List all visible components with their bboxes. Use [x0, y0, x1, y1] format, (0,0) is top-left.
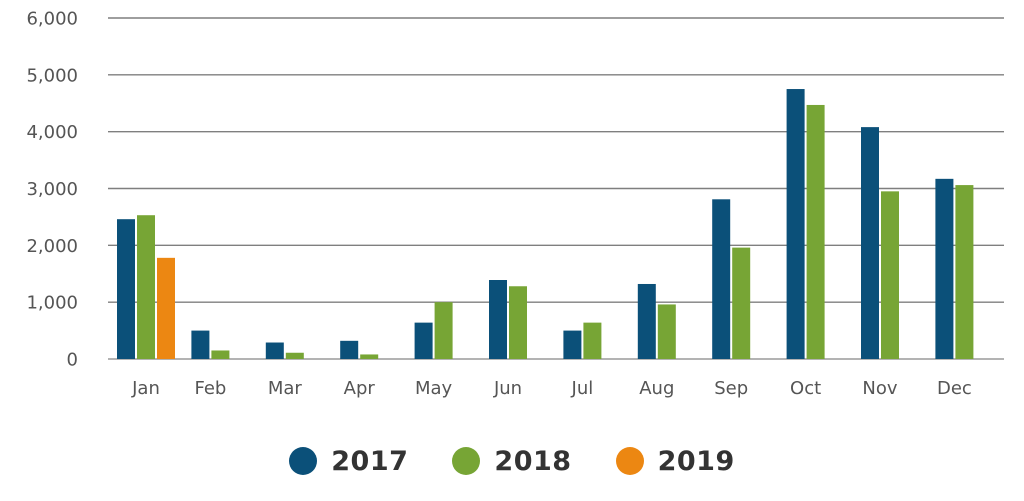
bar-2018-dec[interactable] [955, 185, 974, 359]
x-tick-label: Jun [493, 378, 522, 399]
legend: 2017 2018 2019 [0, 438, 1024, 484]
bar-2018-oct[interactable] [806, 104, 825, 359]
x-tick-label: Dec [937, 378, 972, 399]
legend-label-2017: 2017 [331, 445, 409, 477]
y-tick-label: 1,000 [26, 293, 78, 314]
x-tick-label: May [415, 378, 453, 399]
bar-2017-mar[interactable] [265, 342, 284, 359]
bar-2018-sep[interactable] [732, 247, 751, 359]
y-tick-label: 4,000 [26, 122, 78, 143]
y-tick-label: 0 [67, 350, 78, 371]
bar-2017-oct[interactable] [786, 89, 805, 360]
bar-2017-aug[interactable] [637, 283, 656, 359]
y-tick-label: 6,000 [26, 9, 78, 30]
bar-2018-jun[interactable] [509, 286, 527, 359]
legend-item-2019[interactable]: 2019 [615, 445, 735, 477]
bar-2017-feb[interactable] [191, 330, 210, 359]
y-axis-ticks: 0 1,000 2,000 3,000 4,000 5,000 6,000 [26, 9, 78, 371]
bar-2018-feb[interactable] [211, 350, 230, 359]
bar-2017-apr[interactable] [340, 340, 359, 359]
x-tick-label: Mar [268, 378, 303, 399]
x-axis-ticks: Jan Feb Mar Apr May Jun Jul Aug Sep Oct Nov Dec [131, 378, 972, 399]
bar-2018-may[interactable] [434, 302, 453, 359]
bar-2018-apr[interactable] [360, 354, 379, 359]
bar-2018-mar[interactable] [285, 352, 304, 359]
legend-item-2017[interactable]: 2017 [289, 446, 408, 477]
bar-2018-aug[interactable] [657, 304, 676, 359]
bar-2017-jun[interactable] [489, 280, 507, 359]
bar-2019-jan[interactable] [157, 257, 175, 359]
bar-2018-nov[interactable] [881, 191, 899, 359]
bar-2018-jul[interactable] [583, 322, 602, 359]
y-tick-label: 2,000 [26, 236, 78, 257]
gridlines [108, 17, 1004, 360]
bar-2017-dec[interactable] [935, 178, 954, 359]
x-tick-label: Feb [194, 378, 226, 399]
x-tick-label: Aug [639, 378, 674, 399]
bar-2017-jan[interactable] [117, 219, 135, 359]
bar-chart: 0 1,000 2,000 3,000 4,000 5,000 6,000 Jan Feb Ma… [26, 9, 1004, 399]
bar-2017-may[interactable] [414, 322, 433, 359]
legend-label-2018: 2018 [494, 445, 572, 477]
legend-item-2018[interactable]: 2018 [452, 446, 571, 477]
bars [117, 89, 974, 360]
bar-2017-nov[interactable] [861, 127, 879, 360]
bar-2017-jul[interactable] [563, 330, 582, 359]
x-tick-label: Jul [571, 378, 594, 399]
y-tick-label: 5,000 [26, 65, 78, 86]
bar-2018-jan[interactable] [137, 215, 155, 359]
x-tick-label: Jan [131, 378, 160, 399]
y-tick-label: 3,000 [26, 179, 78, 200]
legend-label-2019: 2019 [657, 445, 735, 477]
legend-swatch-2018 [452, 447, 481, 475]
bar-2017-sep[interactable] [712, 199, 731, 359]
x-tick-label: Nov [862, 378, 897, 399]
x-tick-label: Sep [714, 378, 748, 399]
legend-swatch-2017 [289, 447, 318, 475]
legend-swatch-2019 [615, 447, 644, 475]
x-tick-label: Apr [344, 378, 376, 399]
x-tick-label: Oct [790, 378, 821, 399]
